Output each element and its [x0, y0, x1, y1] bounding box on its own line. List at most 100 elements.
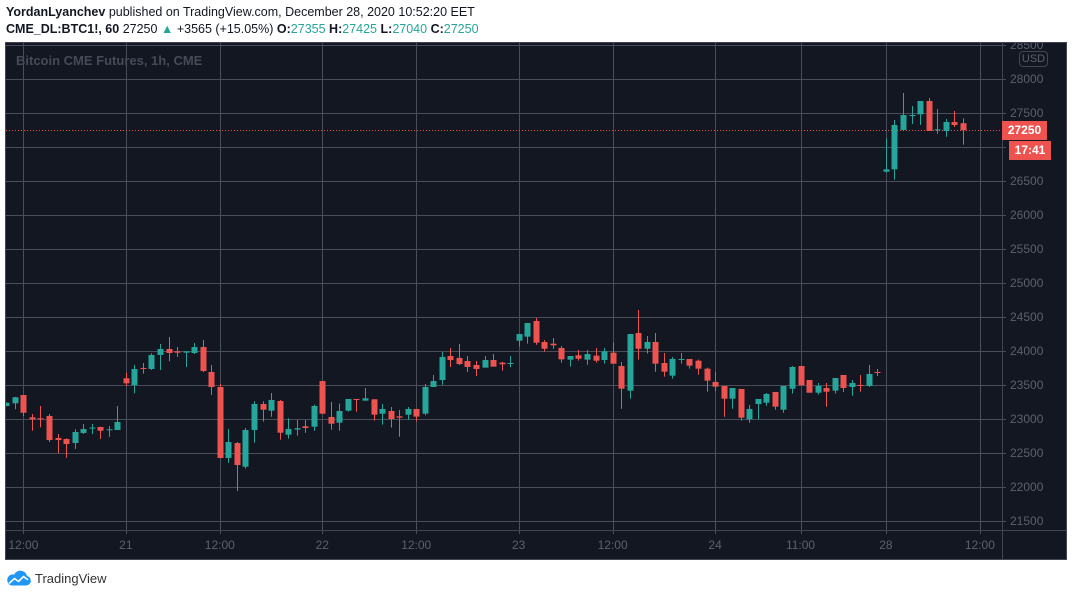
candle	[63, 438, 70, 458]
candle-body	[464, 361, 471, 368]
candle	[234, 442, 241, 491]
up-triangle-icon: ▲	[160, 22, 174, 36]
candle-body	[695, 360, 702, 369]
candle-body	[328, 416, 335, 424]
candle	[917, 101, 924, 126]
candle-body	[131, 368, 138, 386]
candlestick-plot[interactable]	[6, 43, 1066, 559]
candle	[789, 365, 796, 394]
time-axis[interactable]: 12:00 21 12:00 22 12:00 23 12:00 24 11:00 28 12:00	[6, 530, 1002, 559]
candle	[328, 402, 335, 430]
chart-watermark: Bitcoin CME Futures, 1h, CME	[16, 53, 203, 68]
candle-body	[242, 429, 249, 467]
candle	[157, 344, 164, 371]
candle	[516, 334, 523, 347]
candle	[97, 426, 104, 440]
candle-body	[644, 341, 651, 349]
candle	[780, 385, 787, 413]
author-name: YordanLyanchev	[6, 5, 106, 19]
candle	[575, 350, 582, 361]
candle-body	[114, 422, 121, 430]
candle	[251, 401, 258, 443]
open-value: 27355	[290, 22, 326, 36]
currency-badge[interactable]: USD	[1019, 51, 1048, 67]
candle-body	[97, 426, 104, 431]
candle-body	[721, 385, 728, 399]
candle	[148, 353, 155, 371]
candle-body	[183, 351, 190, 353]
candle-body	[917, 101, 924, 115]
candle-body	[6, 402, 10, 406]
candle-body	[891, 125, 898, 170]
candle	[832, 378, 839, 394]
candle	[951, 110, 958, 127]
candle-body	[550, 343, 557, 346]
candle-body	[55, 437, 62, 440]
candle	[242, 428, 249, 469]
candle-body	[413, 408, 420, 417]
time-axis-label: 12:00	[597, 538, 628, 552]
candle-body	[499, 362, 506, 365]
candle-body	[832, 378, 839, 391]
bar-countdown-label: 17:41	[1009, 141, 1051, 161]
candle	[686, 358, 693, 369]
candle	[80, 423, 87, 434]
candle	[217, 384, 224, 458]
candle-body	[362, 398, 369, 401]
candle	[558, 345, 565, 363]
price-axis-label: 27500	[1010, 106, 1044, 121]
candle-body	[405, 408, 412, 415]
candle	[857, 374, 864, 392]
candle	[336, 403, 343, 431]
candle	[943, 119, 950, 137]
candle	[618, 361, 625, 409]
price-axis-label: 23000	[1010, 412, 1044, 427]
candle-body	[490, 360, 497, 367]
price-axis[interactable]: 2850028000275002700026500260002550025000…	[1002, 43, 1066, 530]
candle	[635, 310, 642, 360]
candle-body	[29, 417, 36, 420]
candle	[106, 426, 113, 437]
candle	[926, 98, 933, 131]
candle	[883, 138, 890, 173]
candle	[166, 337, 173, 362]
grid-lines	[6, 43, 1006, 534]
candle-body	[260, 404, 267, 410]
candle	[721, 385, 728, 417]
candle-body	[866, 373, 873, 386]
candle-body	[46, 415, 53, 440]
candle-body	[601, 351, 608, 361]
candle	[405, 406, 412, 420]
candle	[746, 405, 753, 423]
candle	[277, 399, 284, 440]
candle-body	[191, 347, 198, 354]
candle-body	[294, 428, 301, 430]
high-label: H:	[329, 22, 343, 36]
candle	[29, 413, 36, 431]
candle	[379, 404, 386, 425]
candle	[183, 351, 190, 367]
price-change: +3565 (+15.05%)	[176, 22, 274, 36]
candle-body	[106, 429, 113, 431]
candle-body	[140, 367, 147, 369]
candle	[866, 364, 873, 388]
candle-body	[909, 115, 916, 117]
candle-body	[712, 381, 719, 387]
candle-body	[704, 368, 711, 381]
candle	[413, 408, 420, 422]
candle-body	[883, 169, 890, 172]
candle	[738, 388, 745, 421]
chart-panel[interactable]: Bitcoin CME Futures, 1h, CME 28500 28000 2…	[5, 42, 1067, 560]
candle-body	[234, 443, 241, 465]
candle-body	[89, 427, 96, 429]
candle	[447, 347, 454, 368]
time-axis-label: 12:00	[964, 538, 995, 552]
published-text: published on TradingView.com, December 2…	[108, 5, 475, 19]
candle-body	[507, 362, 514, 364]
price-axis-label: 22000	[1010, 480, 1044, 495]
candle	[430, 374, 437, 388]
candle	[473, 361, 480, 376]
candle-body	[926, 101, 933, 131]
candle-body	[12, 397, 19, 404]
tradingview-branding[interactable]: TradingView	[6, 569, 107, 587]
